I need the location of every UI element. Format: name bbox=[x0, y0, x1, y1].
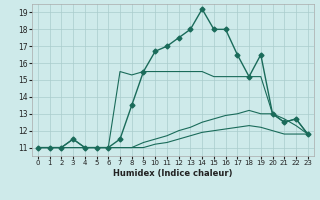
X-axis label: Humidex (Indice chaleur): Humidex (Indice chaleur) bbox=[113, 169, 233, 178]
